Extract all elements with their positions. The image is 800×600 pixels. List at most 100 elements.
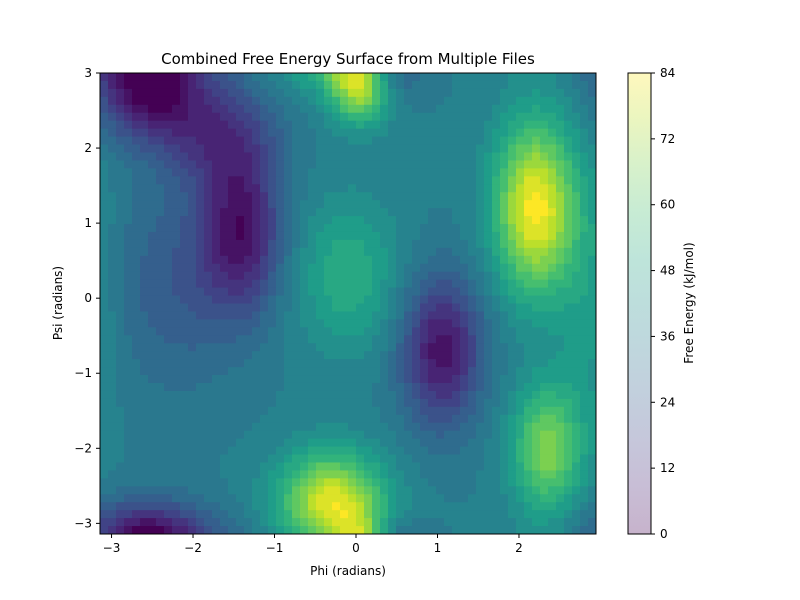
heatmap-cell xyxy=(468,351,477,360)
heatmap-cell xyxy=(460,390,469,400)
heatmap-cell xyxy=(452,120,461,130)
heatmap-cell xyxy=(172,398,181,408)
heatmap-cell xyxy=(500,279,509,289)
heatmap-cell xyxy=(324,438,333,448)
heatmap-cell xyxy=(284,494,293,503)
heatmap-cell xyxy=(148,470,157,479)
heatmap-cell xyxy=(588,224,596,233)
heatmap-cell xyxy=(396,438,405,448)
heatmap-cell xyxy=(260,510,269,519)
heatmap-cell xyxy=(564,319,573,328)
heatmap-cell xyxy=(564,478,573,487)
heatmap-cell xyxy=(316,104,325,114)
heatmap-cell xyxy=(164,375,173,384)
heatmap-cell xyxy=(140,224,149,233)
heatmap-cell xyxy=(564,80,573,90)
heatmap-cell xyxy=(348,96,357,106)
heatmap-cell xyxy=(172,502,181,511)
heatmap-cell xyxy=(252,518,261,527)
heatmap-cell xyxy=(516,80,525,90)
heatmap-cell xyxy=(452,239,461,249)
heatmap-cell xyxy=(124,176,133,185)
heatmap-cell xyxy=(532,486,541,495)
heatmap-cell xyxy=(324,73,333,82)
heatmap-cell xyxy=(364,231,373,241)
heatmap-cell xyxy=(148,263,157,273)
heatmap-cell xyxy=(444,390,453,400)
heatmap-cell xyxy=(372,486,381,495)
heatmap-cell xyxy=(300,430,309,440)
heatmap-cell xyxy=(164,104,173,114)
heatmap-cell xyxy=(204,303,213,313)
heatmap-cell xyxy=(476,184,485,193)
heatmap-cell xyxy=(324,510,333,519)
heatmap-cell xyxy=(492,295,501,305)
heatmap-cell xyxy=(284,359,293,368)
heatmap-cell xyxy=(572,239,581,249)
heatmap-cell xyxy=(516,168,525,177)
heatmap-cell xyxy=(468,494,477,503)
heatmap-cell xyxy=(276,327,285,336)
heatmap-cell xyxy=(356,414,365,424)
heatmap-cell xyxy=(212,311,221,320)
heatmap-cell xyxy=(588,438,596,448)
heatmap-cell xyxy=(324,518,333,527)
heatmap-cell xyxy=(420,152,429,162)
heatmap-cell xyxy=(452,80,461,90)
heatmap-cell xyxy=(484,136,493,146)
heatmap-cell xyxy=(228,279,237,289)
heatmap-cell xyxy=(292,311,301,320)
heatmap-cell xyxy=(292,351,301,360)
heatmap-cell xyxy=(300,438,309,448)
heatmap-cell xyxy=(564,120,573,130)
heatmap-cell xyxy=(540,406,549,416)
heatmap-cell xyxy=(180,486,189,495)
heatmap-cell xyxy=(436,351,445,360)
heatmap-cell xyxy=(364,335,373,344)
heatmap-cell xyxy=(452,382,461,392)
heatmap-cell xyxy=(468,446,477,456)
heatmap-cell xyxy=(572,446,581,456)
heatmap-cell xyxy=(428,398,437,408)
heatmap-cell xyxy=(100,200,109,209)
heatmap-cell xyxy=(476,271,485,281)
heatmap-cell xyxy=(356,231,365,241)
heatmap-cell xyxy=(100,398,109,408)
heatmap-cell xyxy=(268,112,277,122)
heatmap-cell xyxy=(124,168,133,177)
heatmap-cell xyxy=(500,430,509,440)
heatmap-cell xyxy=(236,184,245,193)
heatmap-cell xyxy=(588,176,596,185)
heatmap-cell xyxy=(260,398,269,408)
heatmap-cell xyxy=(484,446,493,456)
heatmap-cell xyxy=(468,526,477,534)
heatmap-cell xyxy=(524,303,533,313)
heatmap-cell xyxy=(564,144,573,154)
heatmap-cell xyxy=(340,184,349,193)
heatmap-cell xyxy=(540,192,549,201)
heatmap-cell xyxy=(316,398,325,408)
heatmap-cell xyxy=(484,208,493,217)
heatmap-cell xyxy=(564,518,573,527)
heatmap-cell xyxy=(548,406,557,416)
heatmap-cell xyxy=(196,414,205,424)
heatmap-cell xyxy=(124,279,133,289)
heatmap-cell xyxy=(308,96,317,106)
heatmap-cell xyxy=(116,80,125,90)
heatmap-cell xyxy=(116,112,125,122)
heatmap-cell xyxy=(260,454,269,464)
heatmap-cell xyxy=(508,120,517,130)
heatmap-cell xyxy=(492,112,501,122)
heatmap-cell xyxy=(172,128,181,138)
heatmap-cell xyxy=(268,247,277,257)
heatmap-cell xyxy=(268,375,277,384)
heatmap-cell xyxy=(300,295,309,305)
heatmap-cell xyxy=(108,351,117,360)
heatmap-cell xyxy=(572,422,581,432)
heatmap-cell xyxy=(548,446,557,456)
heatmap-cell xyxy=(580,112,589,122)
heatmap-cell xyxy=(468,255,477,265)
heatmap-cell xyxy=(188,160,197,169)
heatmap-cell xyxy=(156,96,165,106)
heatmap-cell xyxy=(220,144,229,154)
